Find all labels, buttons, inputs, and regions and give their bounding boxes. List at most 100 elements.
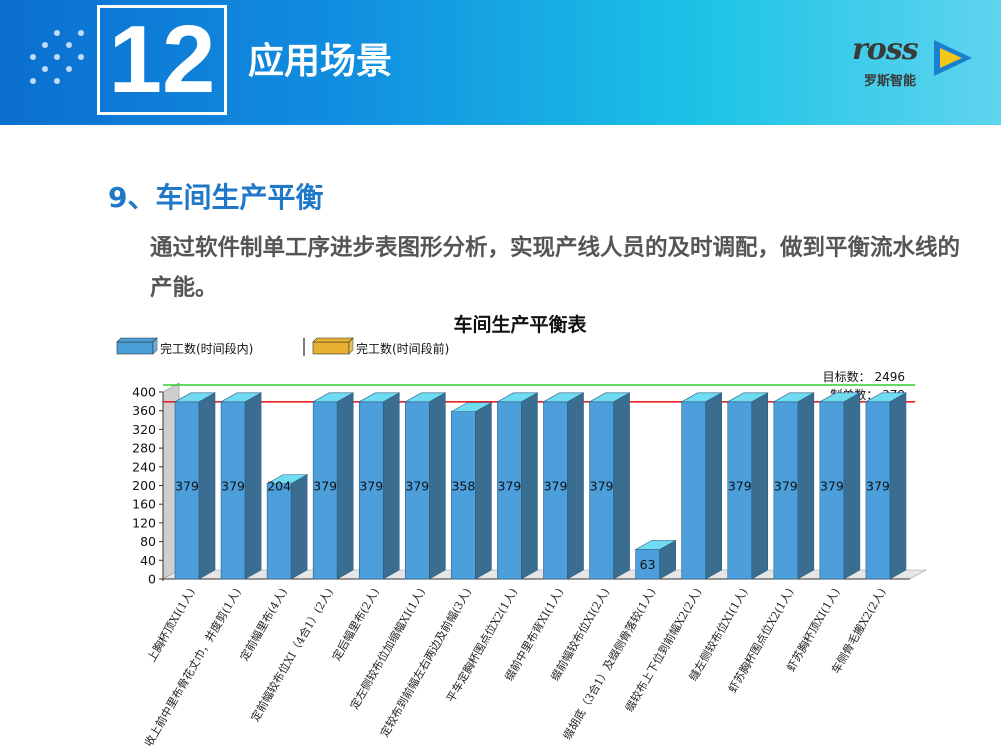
- bar-side: [751, 392, 769, 580]
- bar: 63: [634, 540, 677, 580]
- category-label: 定后幅里布(2人): [329, 586, 382, 664]
- bar-front: [865, 401, 891, 580]
- y-tick-label: 0: [148, 572, 156, 587]
- y-tick-label: 160: [132, 497, 156, 512]
- bar-side: [382, 392, 400, 580]
- bar-front: [451, 411, 476, 580]
- bar-side: [567, 392, 584, 580]
- bar-value-label: 379: [405, 479, 429, 494]
- bar-value-label: 358: [451, 479, 475, 494]
- description-text: 通过软件制单工序进步表图形分析，实现产线人员的及时调配，做到平衡流水线的产能。: [150, 235, 961, 301]
- bar-front: [635, 549, 660, 580]
- bar-side: [429, 392, 446, 580]
- legend-swatch: [116, 341, 154, 355]
- bar: 379: [542, 392, 585, 580]
- bar-value-label: 204: [267, 479, 291, 494]
- bar-side: [290, 474, 308, 580]
- y-tick-label: 320: [132, 422, 156, 437]
- bar: 379: [358, 392, 401, 580]
- dots-icon: [30, 30, 90, 90]
- bar-top: [358, 392, 401, 403]
- bar-top: [680, 392, 723, 403]
- header-banner: 12 应用场景 ross 罗斯智能: [0, 0, 1001, 125]
- bar-value-label: 379: [866, 479, 890, 494]
- ross-logo: ross 罗斯智能: [846, 32, 986, 92]
- legend-item: 完工数(时间段前): [312, 337, 449, 356]
- bar-front: [819, 401, 845, 580]
- logo-text: ross: [852, 32, 919, 67]
- bar-front: [358, 401, 384, 580]
- bar-side: [521, 392, 538, 580]
- bar-front: [497, 401, 522, 580]
- bar: 379: [312, 392, 355, 580]
- bar-side: [475, 402, 492, 580]
- production-balance-chart: 车间生产平衡表 完工数(时间段内) 完工数(时间段前) 0 40 80 120 160 20…: [116, 313, 928, 749]
- play-arrow-icon: [934, 40, 972, 76]
- bar-top: [219, 392, 263, 403]
- legend-swatch-top: [312, 337, 354, 343]
- legend-label: 完工数(时间段内): [160, 341, 253, 356]
- page-heading: 9、车间生产平衡: [108, 181, 324, 214]
- bar-value-label: 379: [590, 479, 614, 494]
- bar-value-label: 63: [640, 557, 656, 572]
- bar-top: [496, 392, 539, 403]
- bar-value-label: 379: [175, 479, 199, 494]
- bar-side: [889, 392, 907, 580]
- bar: 358: [450, 402, 493, 580]
- y-tick-label: 40: [140, 553, 156, 568]
- bar-value-label: 379: [221, 479, 245, 494]
- y-tick-label: 280: [132, 441, 156, 456]
- y-tick-label: 120: [132, 515, 156, 530]
- bar-value-label: 379: [498, 479, 522, 494]
- category-label: 收上前中里布骨花丈巾，并度剪(1人): [141, 586, 243, 749]
- bar-top: [450, 402, 493, 412]
- bar-value-label: 379: [544, 479, 568, 494]
- category-label: 定较布到前幅左右两边及前幅(3人): [377, 586, 474, 740]
- bar: 204: [265, 474, 309, 580]
- bar-top: [818, 392, 862, 403]
- bar: 379: [818, 392, 862, 580]
- bar-top: [265, 474, 309, 484]
- y-tick-label: 400: [132, 385, 156, 400]
- bar-side: [797, 392, 815, 580]
- bar: 379: [726, 392, 769, 580]
- bar-side: [198, 392, 216, 580]
- logo-subtitle: 罗斯智能: [864, 74, 917, 89]
- bar-front: [405, 401, 430, 580]
- bar: 379: [404, 392, 447, 580]
- bar-top: [588, 392, 631, 403]
- bar-side: [244, 392, 262, 580]
- y-tick-label: 360: [132, 403, 156, 418]
- bar-front: [266, 483, 292, 580]
- bar-top: [542, 392, 585, 403]
- bar-front: [589, 401, 614, 580]
- bar-top: [404, 392, 447, 403]
- legend-swatch-side: [348, 337, 354, 355]
- bar-top: [634, 540, 677, 550]
- bar: 379: [219, 392, 263, 580]
- bar: [680, 392, 723, 580]
- bar-front: [220, 401, 246, 580]
- bar-side: [336, 392, 354, 580]
- bar-front: [174, 401, 200, 580]
- bar: 379: [173, 392, 217, 580]
- chart-legend: 完工数(时间段内) 完工数(时间段前): [116, 337, 449, 356]
- legend-swatch-top: [116, 337, 158, 343]
- category-label: 上胸杯顶XI(1人): [144, 586, 198, 665]
- category-label: 定前幅里布(4人): [237, 586, 290, 664]
- section-number: 12: [97, 5, 227, 115]
- bar-side: [843, 392, 861, 580]
- bar-top: [864, 392, 908, 403]
- bar-value-label: 379: [359, 479, 383, 494]
- bar-top: [173, 392, 217, 403]
- bar-value-label: 379: [313, 479, 337, 494]
- y-tick-label: 80: [140, 534, 156, 549]
- bar-front: [681, 401, 706, 580]
- bar: 379: [772, 392, 815, 580]
- bar-side: [705, 392, 722, 580]
- section-title: 应用场景: [248, 41, 393, 82]
- category-label: 缀胡底（3合1）及缀侧骨落较(1人): [560, 586, 658, 742]
- legend-swatch-side: [152, 337, 158, 355]
- y-tick-label: 240: [132, 459, 156, 474]
- bar-value-label: 379: [774, 479, 798, 494]
